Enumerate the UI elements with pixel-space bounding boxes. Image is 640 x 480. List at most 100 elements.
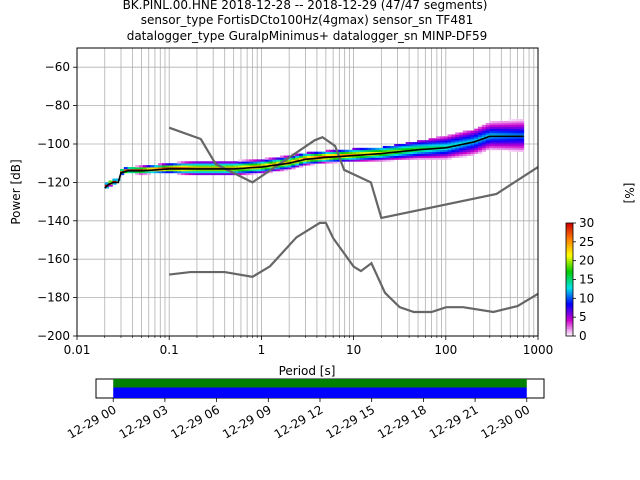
pdf-cell (299, 155, 304, 158)
pdf-cell (310, 155, 315, 158)
pdf-cell (478, 151, 483, 154)
pdf-cell (451, 145, 456, 149)
pdf-cell (447, 157, 452, 160)
pdf-cell (302, 153, 308, 156)
colorbar-tick-label: 5 (579, 310, 587, 324)
pdf-cell (177, 170, 182, 174)
pdf-cell (249, 163, 254, 166)
x-tick-label: 0.01 (64, 343, 91, 357)
pdf-cell (230, 165, 235, 168)
pdf-cell (219, 170, 224, 174)
pdf-cell (139, 170, 144, 174)
pdf-cell (508, 142, 513, 145)
pdf-cell (470, 151, 475, 154)
pdf-cell (481, 128, 487, 131)
pdf-cell (169, 163, 174, 166)
pdf-cell (519, 119, 525, 122)
pdf-cell (451, 144, 456, 147)
pdf-cell (497, 136, 502, 139)
pdf-cell (291, 167, 296, 170)
pdf-cell (516, 142, 521, 145)
pdf-cell (337, 159, 342, 162)
pdf-cell (516, 132, 521, 135)
pdf-cell (382, 155, 388, 158)
colorbar-step (566, 296, 573, 299)
pdf-cell (169, 170, 174, 174)
pdf-cell (386, 145, 391, 149)
pdf-cell (455, 155, 460, 158)
pdf-cell (207, 161, 212, 164)
pdf-cell (478, 132, 483, 135)
pdf-cell (424, 142, 429, 145)
pdf-cell (211, 165, 216, 168)
pdf-cell (394, 153, 399, 156)
pdf-cell (306, 151, 311, 154)
colorbar-tick-label: 25 (579, 235, 594, 249)
pdf-cell (169, 168, 174, 172)
pdf-cell (481, 136, 487, 139)
pdf-cell (165, 168, 170, 172)
pdf-cell (260, 170, 266, 174)
pdf-cell (470, 149, 475, 153)
pdf-cell (466, 147, 471, 151)
pdf-cell (135, 165, 140, 168)
pdf-cell (260, 168, 266, 172)
pdf-cell (516, 124, 521, 128)
pdf-cell (291, 157, 296, 160)
pdf-cell (413, 147, 418, 151)
pdf-cell (443, 153, 448, 156)
pdf-cell (135, 170, 140, 174)
pdf-cell (432, 140, 437, 143)
pdf-cell (238, 163, 243, 166)
pdf-cell (519, 142, 525, 145)
pdf-cell (158, 163, 163, 166)
pdf-cell (390, 145, 395, 149)
pdf-cell (291, 163, 296, 166)
pdf-cell (500, 124, 506, 128)
pdf-cell (363, 147, 368, 151)
pdf-cell (302, 159, 308, 162)
pdf-cell (512, 147, 517, 151)
pdf-cell (378, 155, 384, 158)
pdf-cell (508, 132, 513, 135)
pdf-cell (234, 165, 239, 168)
pdf-cell (474, 130, 479, 133)
pdf-cell (398, 147, 403, 151)
pdf-cell (333, 157, 338, 160)
pdf-cell (489, 126, 494, 130)
pdf-cell (142, 167, 148, 170)
pdf-cell (295, 155, 300, 158)
pdf-cell (154, 167, 159, 170)
pdf-cell (420, 157, 426, 160)
pdf-cell (508, 130, 513, 133)
pdf-cell (420, 151, 426, 154)
colorbar-tick-label: 20 (579, 254, 594, 268)
pdf-cell (485, 142, 490, 145)
pdf-cell (470, 134, 475, 137)
pdf-cell (439, 151, 445, 154)
pdf-cell (279, 157, 285, 160)
pdf-cell (493, 130, 498, 133)
pdf-cell (192, 172, 197, 176)
pdf-cell (272, 161, 277, 164)
pdf-cell (417, 155, 422, 158)
pdf-cell (382, 147, 388, 151)
x-tick-label: 1000 (523, 343, 554, 357)
pdf-cell (177, 161, 182, 164)
pdf-cell (493, 142, 498, 145)
pdf-cell (398, 157, 403, 160)
pdf-cell (516, 120, 521, 124)
pdf-cell (436, 140, 441, 143)
pdf-cell (268, 163, 273, 166)
pdf-cell (215, 165, 220, 168)
pdf-cell (447, 151, 452, 154)
pdf-cell (443, 155, 448, 158)
pdf-cell (470, 153, 475, 156)
pdf-cell (230, 172, 235, 176)
pdf-cell (508, 124, 513, 128)
pdf-cell (359, 149, 365, 153)
pdf-cell (489, 144, 494, 147)
pdf-cell (504, 138, 509, 141)
pdf-cell (508, 147, 513, 151)
pdf-cell (279, 165, 285, 168)
